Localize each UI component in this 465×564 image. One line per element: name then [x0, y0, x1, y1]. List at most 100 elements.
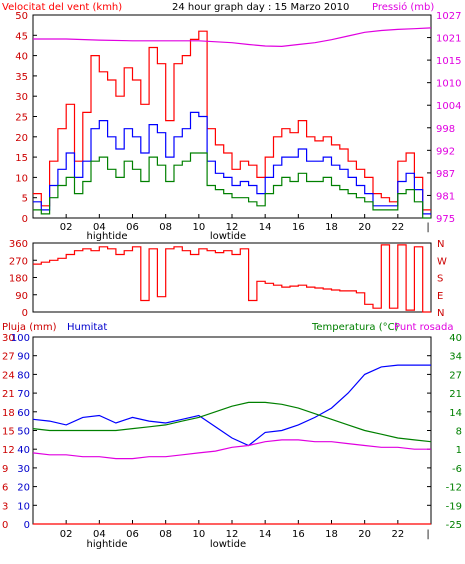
climate-series-0-line: [32, 364, 431, 447]
climate-x-tick-label: 22: [391, 529, 404, 540]
chart-marks-layer: 0510152025303540455097598198799299810041…: [2, 11, 462, 550]
rain-y-tick-label: 24: [2, 370, 15, 381]
rain-y-tick-label: 15: [2, 427, 15, 438]
pressure-y-tick-label: 1010: [436, 79, 461, 90]
pressure-y-tick-label: 981: [436, 191, 455, 202]
rain-y-tick-label: 30: [2, 333, 15, 344]
climate-series-2-line: [32, 439, 431, 460]
rain-y-tick-label: 3: [2, 501, 8, 512]
wind-x-tick-label: 02: [60, 222, 73, 233]
pressure-y-tick-label: 992: [436, 146, 455, 157]
wind-y-tick-label: 35: [15, 72, 28, 83]
rain-y-tick-label: 6: [2, 483, 8, 494]
climate-series-1-line: [32, 401, 432, 443]
temperature-y-tick-label: -19: [446, 501, 462, 512]
temperature-y-tick-label: 40: [449, 333, 462, 344]
humidity-y-tick-label: 90: [17, 352, 30, 363]
wind-x-end-label: |: [426, 222, 429, 233]
humidity-y-tick-label: 100: [11, 333, 30, 344]
direction-series-line: [33, 244, 431, 313]
pressure-y-tick-label: 1027: [436, 11, 461, 22]
humidity-y-tick-label: 70: [17, 389, 30, 400]
temperature-y-tick-label: 34: [449, 352, 462, 363]
direction-compass-label: W: [437, 256, 447, 267]
wind-title: Velocitat del vent (kmh): [2, 2, 122, 13]
wind-series-2-line: [33, 152, 431, 219]
wind-series-1-line: [33, 111, 431, 215]
wind-x-tick-label: 14: [259, 222, 272, 233]
direction-compass-label: S: [437, 274, 443, 285]
wind-series-3-line: [33, 27, 432, 48]
direction-compass-label: E: [437, 291, 443, 302]
temperature-y-tick-label: -25: [446, 520, 462, 531]
wind-x-tick-label: 16: [292, 222, 305, 233]
climate-x-tick-label: 14: [259, 529, 272, 540]
climate-x-tick-label: 02: [60, 529, 73, 540]
humidity-y-tick-label: 60: [17, 408, 30, 419]
climate-tide-label: hightide: [86, 539, 127, 550]
wind-y-tick-label: 50: [15, 11, 28, 22]
humidity-axis-label: Humitat: [67, 322, 107, 333]
wind-y-tick-label: 30: [15, 92, 28, 103]
wind-tide-label: lowtide: [210, 231, 246, 242]
wind-y-tick-label: 20: [15, 133, 28, 144]
pressure-y-tick-label: 1015: [436, 56, 461, 67]
wind-x-tick-label: 04: [93, 222, 106, 233]
wind-y-tick-label: 10: [15, 173, 28, 184]
wind-x-tick-label: 22: [391, 222, 404, 233]
pressure-title: Pressió (mb): [372, 1, 434, 13]
rain-y-tick-label: 0: [2, 520, 8, 531]
wind-panel-frame: [32, 14, 432, 219]
humidity-y-tick-label: 40: [17, 445, 30, 456]
wind-x-tick-label: 10: [192, 222, 205, 233]
rain-axis-label: Pluja (mm): [2, 322, 57, 333]
pressure-y-tick-label: 998: [436, 124, 455, 135]
rain-y-tick-label: 21: [2, 389, 15, 400]
climate-x-tick-label: 16: [292, 529, 305, 540]
wind-y-tick-label: 5: [22, 194, 28, 205]
humidity-y-tick-label: 30: [17, 464, 30, 475]
direction-y-tick-label: 0: [22, 308, 28, 319]
dewpoint-axis-label: Punt rosada: [394, 322, 453, 333]
direction-compass-label: N: [437, 308, 444, 319]
humidity-y-tick-label: 20: [17, 483, 30, 494]
pressure-y-tick-label: 1021: [436, 34, 461, 45]
humidity-y-tick-label: 50: [17, 427, 30, 438]
direction-y-tick-label: 90: [15, 291, 28, 302]
pressure-y-tick-label: 1004: [436, 101, 461, 112]
direction-y-tick-label: 360: [9, 239, 28, 250]
temperature-y-tick-label: 8: [456, 427, 462, 438]
climate-x-tick-label: 10: [192, 529, 205, 540]
direction-compass-label: N: [437, 239, 444, 250]
temperature-y-tick-label: 14: [449, 408, 462, 419]
climate-x-tick-label: 04: [93, 529, 106, 540]
rain-y-tick-label: 27: [2, 352, 15, 363]
temperature-y-tick-label: -12: [446, 483, 462, 494]
temperature-y-tick-label: -6: [452, 464, 462, 475]
wind-tide-label: hightide: [86, 231, 127, 242]
direction-y-tick-label: 180: [9, 274, 28, 285]
wind-y-tick-label: 40: [15, 52, 28, 63]
climate-x-tick-label: 12: [226, 529, 239, 540]
humidity-y-tick-label: 80: [17, 370, 30, 381]
climate-tide-label: lowtide: [210, 539, 246, 550]
wind-y-tick-label: 45: [15, 31, 28, 42]
wind-x-tick-label: 12: [226, 222, 239, 233]
humidity-y-tick-label: 10: [17, 501, 30, 512]
wind-x-tick-label: 06: [126, 222, 139, 233]
climate-x-tick-label: 20: [358, 529, 371, 540]
rain-y-tick-label: 9: [2, 464, 8, 475]
wind-y-tick-label: 15: [15, 153, 28, 164]
wind-x-tick-label: 18: [325, 222, 338, 233]
graph-title: 24 hour graph day : 15 Marzo 2010: [172, 2, 349, 13]
temperature-y-tick-label: 21: [449, 389, 462, 400]
pressure-y-tick-label: 975: [436, 214, 455, 225]
temperature-y-tick-label: 27: [449, 370, 462, 381]
climate-x-tick-label: 06: [126, 529, 139, 540]
rain-y-tick-label: 12: [2, 445, 15, 456]
climate-x-tick-label: 08: [159, 529, 172, 540]
wind-x-tick-label: 08: [159, 222, 172, 233]
temperature-axis-label: Temperatura (°C): [311, 322, 399, 333]
